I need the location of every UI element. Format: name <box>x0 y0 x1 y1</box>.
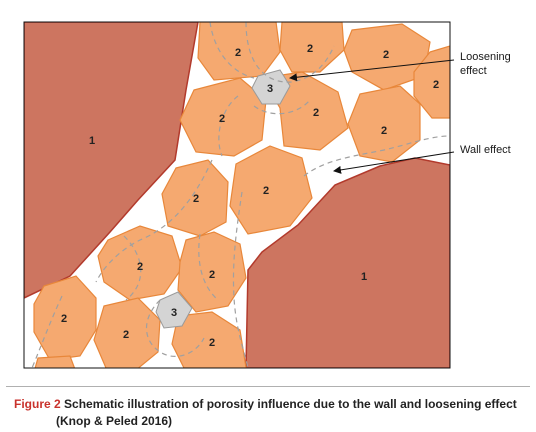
wall-effect-arrow <box>333 151 455 174</box>
grain-label: 2 <box>209 337 215 349</box>
caption-text: Schematic illustration of porosity influ… <box>64 397 517 411</box>
grain-large <box>343 23 431 91</box>
grain-label: 2 <box>313 107 319 119</box>
loosening-label-line2: effect <box>460 65 487 77</box>
grain-large <box>179 77 267 157</box>
wall-upper-left <box>24 22 199 299</box>
figure-number: Figure 2 <box>14 397 61 411</box>
figure-caption: Figure 2 Schematic illustration of poros… <box>14 396 524 430</box>
grain-large <box>33 275 97 361</box>
small-grain-label: 3 <box>267 83 273 95</box>
grain-label: 2 <box>209 269 215 281</box>
grain-large <box>34 355 76 368</box>
loosening-label-line1: Loosening <box>460 51 511 63</box>
wall-label: 1 <box>89 135 95 147</box>
grain-large <box>229 145 313 235</box>
grain-large <box>161 159 229 237</box>
wall-label: 1 <box>361 271 367 283</box>
loosening-arrow <box>289 59 455 82</box>
grain-label: 2 <box>433 79 439 91</box>
grain-large <box>177 231 247 313</box>
grain-label: 2 <box>381 125 387 137</box>
grain-large <box>413 45 450 119</box>
diagram-frame <box>23 21 451 369</box>
porosity-diagram: 1 1 2 2 2 2 2 2 2 2 2 2 2 2 2 2 3 3 Loos… <box>23 21 511 369</box>
wall-lower-right <box>245 157 450 368</box>
grain-large <box>171 311 247 368</box>
wall-effect-label: Wall effect <box>460 144 511 156</box>
grain-large <box>279 22 345 73</box>
grain-large <box>93 297 161 368</box>
grain-large <box>347 85 421 163</box>
packing-area <box>24 22 450 368</box>
grain-label: 2 <box>307 43 313 55</box>
grain-labels: 1 1 2 2 2 2 2 2 2 2 2 2 2 2 2 2 3 3 <box>61 43 439 349</box>
grain-label: 2 <box>383 49 389 61</box>
grain-label: 2 <box>123 329 129 341</box>
grain-label: 2 <box>137 261 143 273</box>
grain-label: 2 <box>193 193 199 205</box>
small-grain-label: 3 <box>171 307 177 319</box>
caption-divider <box>6 386 530 387</box>
grain-label: 2 <box>235 47 241 59</box>
grain-label: 2 <box>219 113 225 125</box>
caption-reference: (Knop & Peled 2016) <box>56 414 173 428</box>
pore-outlines <box>31 22 450 368</box>
grain-small <box>251 69 291 105</box>
grain-small <box>155 291 193 329</box>
grain-label: 2 <box>263 185 269 197</box>
grain-label: 2 <box>61 313 67 325</box>
